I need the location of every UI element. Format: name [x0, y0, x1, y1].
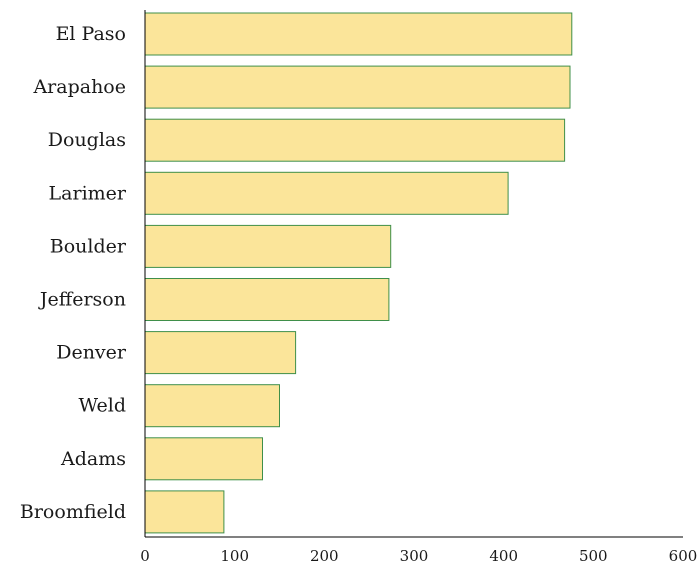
bar-larimer	[144, 171, 509, 215]
category-label: Douglas	[48, 129, 126, 151]
x-tick-label: 0	[140, 547, 150, 565]
bar-adams	[144, 437, 263, 481]
x-tick-labels: 0 100 200 300 400 500 600	[140, 547, 697, 565]
category-label: Adams	[60, 448, 126, 470]
x-tick-label: 300	[400, 547, 429, 565]
category-label: Arapahoe	[32, 76, 126, 98]
category-label: Denver	[56, 342, 127, 364]
x-tick-label: 500	[579, 547, 608, 565]
bar-weld	[144, 384, 280, 428]
bar-denver	[144, 331, 297, 375]
category-label: Weld	[79, 395, 126, 417]
x-tick-label: 100	[220, 547, 249, 565]
x-tick-label: 200	[310, 547, 339, 565]
category-label: Larimer	[49, 182, 127, 204]
bar-arapahoe	[144, 65, 571, 109]
category-label: Broomfield	[20, 501, 126, 523]
bar-el-paso	[144, 12, 573, 56]
bar-broomfield	[144, 490, 225, 534]
bar-jefferson	[144, 278, 390, 321]
x-tick-label: 600	[669, 547, 698, 565]
category-labels: El Paso Arapahoe Douglas Larimer Boulder Jeff…	[20, 23, 127, 523]
bar-douglas	[144, 118, 566, 162]
bar-boulder	[144, 224, 392, 268]
x-tick-label: 400	[489, 547, 518, 565]
bars-group	[144, 12, 573, 534]
category-label: Jefferson	[38, 289, 126, 311]
category-label: Boulder	[50, 235, 127, 257]
category-label: El Paso	[56, 23, 126, 45]
